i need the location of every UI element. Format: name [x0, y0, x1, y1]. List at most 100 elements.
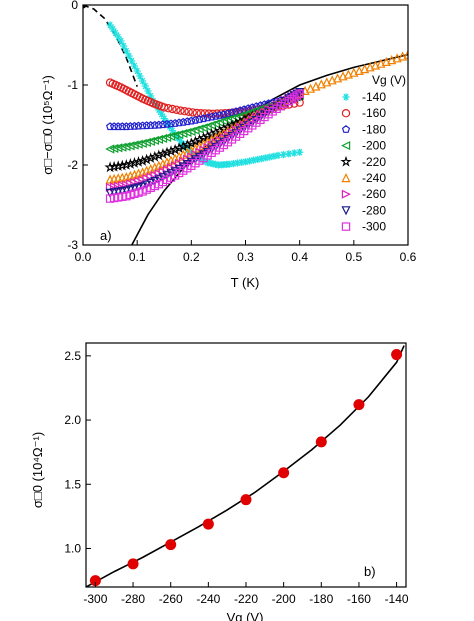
x-axis-label-b: Vg (V)	[227, 610, 264, 621]
data-point	[225, 160, 233, 168]
data-point	[124, 158, 137, 169]
axis-ticks-a: 0.0 0.1 0.2 0.3 0.4 0.5 0.6 0 -1 -2 -3	[67, 0, 416, 264]
data-point	[290, 149, 298, 157]
data-point	[154, 120, 164, 129]
data-point	[122, 47, 130, 55]
data-point	[174, 134, 182, 142]
plot-frame-b	[85, 342, 407, 588]
data-point	[338, 71, 348, 81]
data-point	[130, 121, 139, 130]
panel-label-b: b)	[364, 564, 376, 579]
data-point	[164, 103, 173, 113]
data-point	[296, 148, 304, 156]
data-point	[270, 152, 278, 160]
data-point	[381, 56, 391, 67]
data-point	[168, 104, 177, 114]
data-point	[305, 83, 316, 93]
data-point	[279, 151, 288, 159]
y-tick-label-a: -1	[67, 78, 78, 92]
legend-label: -280	[362, 203, 386, 217]
data-point	[392, 53, 402, 63]
origin-point	[83, 5, 87, 9]
panel-label-a: a)	[100, 228, 112, 243]
data-point	[219, 110, 229, 119]
data-point	[121, 142, 131, 152]
y-axis-label-b: σ□0 (10⁴Ω⁻¹)	[30, 432, 45, 508]
data-point	[183, 117, 192, 126]
x-tick-label-a: 0.4	[291, 250, 308, 264]
data-point	[136, 155, 149, 166]
data-point	[266, 153, 274, 161]
data-point	[122, 122, 131, 131]
data-point	[126, 122, 135, 130]
data-point	[128, 157, 141, 168]
data-point	[191, 115, 200, 124]
data-point	[129, 140, 139, 150]
data-point	[376, 58, 386, 68]
axis-ticks-b: -300 -280 -260 -240 -220 -200 -180 -160 -140 1.0 1…	[64, 349, 409, 606]
data-point	[316, 79, 326, 89]
data-point	[154, 175, 164, 185]
data-point	[278, 467, 290, 479]
legend-label: -160	[362, 106, 386, 120]
data-point	[160, 115, 168, 123]
data-point	[89, 575, 101, 587]
data-point	[365, 62, 375, 72]
data-point	[109, 188, 119, 198]
data-point	[198, 156, 206, 164]
data-point	[254, 155, 262, 163]
data-point	[114, 33, 122, 41]
legend-marker	[341, 189, 351, 199]
data-point	[165, 145, 177, 157]
x-tick-label-a: 0.1	[129, 250, 146, 264]
panel-a: 0.0 0.1 0.2 0.3 0.4 0.5 0.6 0 -1 -2 -3 a) T (K) σ□…	[40, 0, 417, 290]
data-point	[162, 119, 172, 128]
data-point	[370, 60, 381, 70]
data-point	[158, 173, 168, 183]
data-point	[117, 187, 127, 197]
data-point	[144, 87, 152, 95]
data-point	[250, 156, 258, 164]
data-point	[172, 105, 181, 115]
data-point	[327, 75, 337, 85]
y-tick-label-b: 2.5	[64, 349, 81, 363]
data-point	[132, 156, 145, 167]
data-point	[158, 120, 168, 129]
x-tick-label-a: 0.0	[75, 250, 92, 264]
data-point	[127, 558, 139, 570]
data-point	[184, 107, 193, 117]
data-point	[188, 108, 197, 117]
data-point	[353, 399, 365, 411]
x-tick-label-b: -180	[309, 592, 333, 606]
panel-b: -300 -280 -260 -240 -220 -200 -180 -160 -140 1.0 1…	[30, 342, 409, 621]
x-tick-label-b: -140	[385, 592, 409, 606]
legend-title: Vg (V)	[372, 73, 406, 87]
x-tick-label-a: 0.2	[183, 250, 200, 264]
data-point	[149, 150, 161, 162]
data-point	[117, 37, 125, 45]
data-point	[157, 110, 166, 118]
data-point	[133, 67, 141, 75]
data-point	[185, 146, 193, 154]
data-point	[233, 159, 241, 167]
data-point	[295, 89, 304, 98]
data-point	[285, 150, 293, 158]
data-point	[153, 149, 165, 161]
data-point	[121, 186, 131, 196]
y-tick-label-a: -2	[67, 158, 78, 172]
data-point	[134, 121, 143, 130]
data-point	[245, 157, 254, 165]
data-point	[360, 64, 370, 74]
y-axis-label-a: σ□−σ□0 (10⁵Ω⁻¹)	[40, 75, 55, 175]
data-point	[165, 539, 177, 551]
data-point	[203, 113, 212, 122]
data-point	[241, 158, 250, 166]
data-point	[130, 62, 139, 70]
data-point	[315, 436, 327, 448]
legend-label: -180	[362, 122, 386, 136]
data-point	[149, 97, 158, 105]
data-point	[398, 51, 408, 61]
data-point	[141, 82, 149, 90]
data-point	[113, 143, 123, 153]
